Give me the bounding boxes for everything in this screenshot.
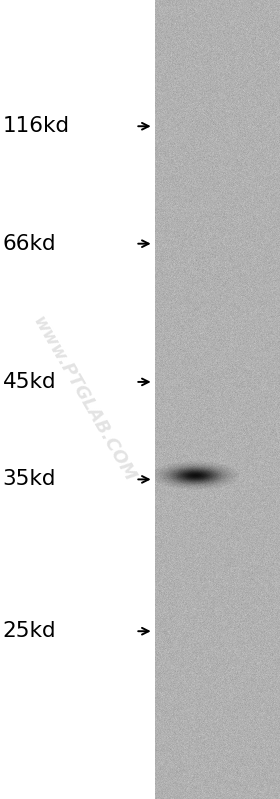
Text: 45kd: 45kd bbox=[3, 372, 57, 392]
Text: 35kd: 35kd bbox=[3, 469, 56, 490]
Text: 25kd: 25kd bbox=[3, 621, 57, 642]
Text: www.PTGLAB.COM: www.PTGLAB.COM bbox=[29, 313, 139, 486]
Text: 116kd: 116kd bbox=[3, 116, 70, 137]
Text: 66kd: 66kd bbox=[3, 233, 57, 254]
